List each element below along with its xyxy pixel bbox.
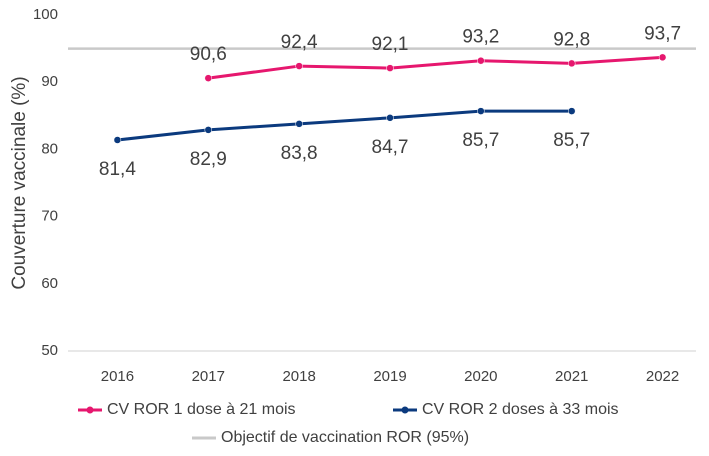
- y-tick-label: 50: [41, 342, 58, 359]
- x-tick-label: 2019: [373, 368, 406, 385]
- legend-label: CV ROR 2 doses à 33 mois: [422, 401, 619, 418]
- data-label: 82,9: [190, 149, 227, 170]
- x-tick-label: 2021: [555, 368, 588, 385]
- legend-label: Objectif de vaccination ROR (95%): [221, 429, 469, 446]
- legend-marker: [86, 406, 94, 414]
- data-label: 93,2: [462, 27, 499, 48]
- legend-label: CV ROR 1 dose à 21 mois: [107, 401, 296, 418]
- data-point: [295, 120, 303, 128]
- data-point: [567, 59, 576, 68]
- y-tick-label: 80: [41, 140, 58, 157]
- data-label: 84,7: [372, 137, 409, 158]
- data-point: [477, 56, 485, 65]
- data-point: [295, 62, 303, 70]
- data-label: 90,6: [190, 44, 227, 65]
- series-line: [208, 55, 663, 80]
- data-label: 92,8: [553, 29, 590, 50]
- y-tick-label: 90: [41, 73, 58, 90]
- data-point: [386, 114, 394, 122]
- data-label: 93,7: [644, 23, 681, 44]
- data-label: 83,8: [281, 143, 318, 164]
- y-tick-label: 100: [33, 6, 58, 23]
- x-tick-label: 2022: [646, 368, 679, 385]
- data-label: 85,7: [462, 130, 499, 151]
- data-label: 81,4: [99, 159, 136, 180]
- data-point: [204, 126, 213, 134]
- data-point: [204, 74, 213, 82]
- x-tick-label: 2020: [464, 368, 497, 385]
- data-label: 85,7: [553, 130, 590, 151]
- legend-marker: [401, 406, 409, 414]
- y-tick-label: 70: [41, 208, 58, 225]
- data-label: 92,4: [281, 32, 318, 53]
- y-axis-label: Couverture vaccinale (%): [9, 76, 30, 289]
- x-tick-label: 2017: [192, 368, 225, 385]
- data-point: [567, 107, 576, 115]
- data-point: [477, 107, 485, 115]
- x-tick-label: 2016: [101, 368, 134, 385]
- data-point: [658, 53, 667, 62]
- data-point: [113, 136, 122, 144]
- series-line: [117, 109, 572, 142]
- data-point: [386, 64, 394, 72]
- x-tick-label: 2018: [282, 368, 315, 385]
- data-label: 92,1: [372, 34, 409, 55]
- y-tick-label: 60: [41, 275, 58, 292]
